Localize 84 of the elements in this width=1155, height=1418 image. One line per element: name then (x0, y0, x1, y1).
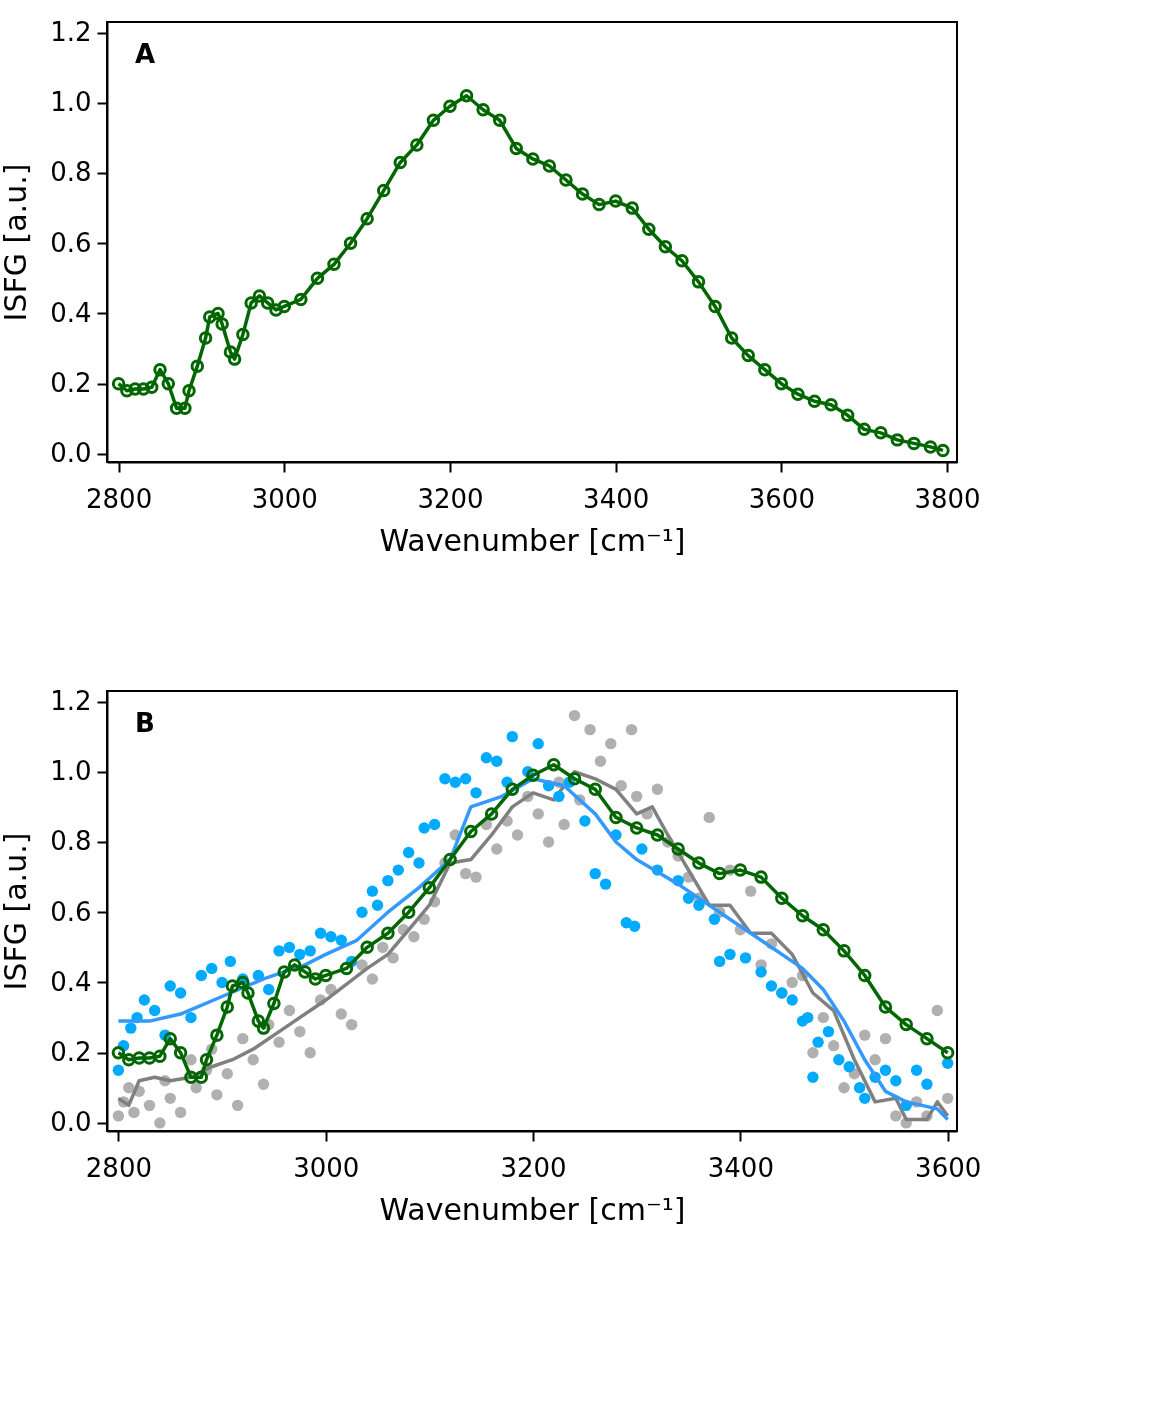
point (142, 1051, 157, 1065)
y-tick-label: 0.8 (50, 157, 92, 188)
point (339, 961, 354, 976)
point (692, 856, 706, 870)
point (184, 1070, 198, 1085)
x-tick-label: 3400 (583, 483, 650, 514)
point (111, 1045, 126, 1060)
point (298, 965, 312, 979)
y-tick-label: 0.2 (50, 1037, 92, 1068)
y-tick-label: 0.4 (50, 966, 92, 997)
point (588, 782, 602, 797)
x-tick-label: 3000 (251, 483, 318, 514)
point (220, 1000, 234, 1014)
x-tick-label: 3200 (417, 483, 484, 514)
point (899, 1017, 913, 1032)
point (837, 944, 851, 958)
y-tick-label: 0.0 (50, 438, 92, 469)
y-tick-label: 1.0 (50, 756, 92, 787)
point (816, 923, 831, 937)
point (629, 821, 644, 835)
y-axis-title: ISFG [a.u.] (0, 832, 34, 991)
point (712, 866, 727, 881)
y-tick-label: 0.6 (50, 227, 92, 258)
point (401, 905, 416, 919)
point (381, 926, 395, 941)
y-tick-label: 0.2 (50, 368, 92, 399)
point (287, 958, 302, 972)
annotation: B (135, 708, 155, 738)
point (122, 1052, 136, 1067)
annotation: A (135, 39, 156, 69)
y-tick-label: 0.6 (50, 896, 92, 927)
point (422, 880, 437, 895)
point (858, 968, 872, 983)
point (940, 1045, 955, 1060)
point (153, 1049, 167, 1063)
point (241, 986, 255, 1000)
y-tick-label: 0.4 (50, 297, 92, 328)
x-tick-label: 3200 (500, 1152, 567, 1183)
point (775, 891, 789, 905)
point (308, 972, 323, 986)
point (277, 965, 291, 979)
y-tick-label: 1.0 (50, 87, 92, 118)
point (318, 968, 333, 983)
x-tick-label: 3400 (707, 1152, 774, 1183)
y-tick-label: 0.0 (50, 1107, 92, 1138)
point (920, 1031, 934, 1046)
point (795, 909, 810, 923)
x-axis-title: Wavenumber [cm⁻¹] (379, 1191, 686, 1227)
point (251, 1014, 266, 1028)
point (650, 828, 665, 842)
y-tick-label: 1.2 (50, 17, 92, 48)
x-tick-label: 3600 (748, 483, 815, 514)
point (267, 996, 281, 1011)
point (878, 1000, 893, 1014)
point (609, 810, 623, 825)
x-tick-label: 3600 (915, 1152, 982, 1183)
point (236, 975, 250, 990)
point (210, 1028, 224, 1042)
x-tick-label: 3000 (293, 1152, 360, 1183)
y-axis-title: ISFG [a.u.] (0, 163, 34, 322)
point (671, 842, 685, 856)
point (464, 824, 478, 839)
x-tick-label: 2800 (85, 1152, 152, 1183)
point (505, 782, 520, 797)
point (173, 1045, 188, 1060)
point (484, 807, 499, 821)
point (526, 768, 540, 783)
point (754, 870, 768, 884)
point (163, 1031, 177, 1046)
point (199, 1052, 214, 1067)
point (194, 1070, 209, 1085)
point (360, 940, 374, 955)
point (132, 1051, 146, 1065)
x-tick-label: 2800 (86, 483, 153, 514)
x-axis-title: Wavenumber [cm⁻¹] (379, 522, 686, 558)
point (567, 772, 582, 786)
point (547, 758, 561, 772)
point (733, 863, 748, 877)
point (256, 1021, 271, 1035)
y-tick-label: 1.2 (50, 686, 92, 717)
point (225, 979, 240, 993)
x-tick-label: 3800 (914, 483, 981, 514)
point (443, 852, 457, 867)
y-tick-label: 0.8 (50, 826, 92, 857)
